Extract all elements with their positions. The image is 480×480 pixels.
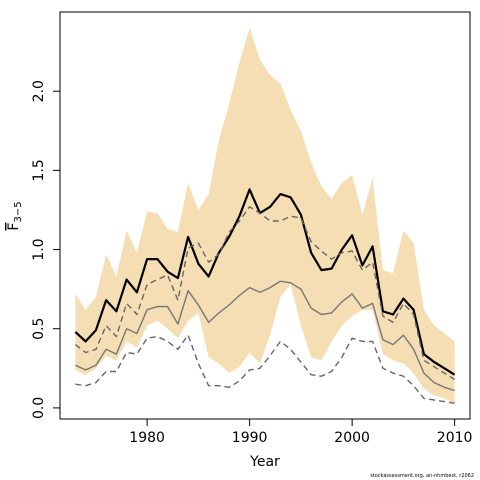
y-tick-label-0.5: 0.5 xyxy=(31,318,47,340)
y-axis-title-subscript: 3−5 xyxy=(13,201,24,222)
y-axis: 0.0 0.5 1.0 1.5 2.0 xyxy=(31,80,61,419)
y-tick-label-0: 0.0 xyxy=(31,397,47,419)
plot-area xyxy=(74,27,456,404)
y-axis-title-main: F xyxy=(6,223,22,231)
y-tick-label-1.5: 1.5 xyxy=(31,159,47,181)
y-axis-title: F3−5 xyxy=(6,201,24,230)
x-tick-label-1990: 1990 xyxy=(232,430,268,446)
series-line-1 xyxy=(74,188,456,376)
y-tick-label-1: 1.0 xyxy=(31,238,47,260)
svg-text:F3−5: F3−5 xyxy=(6,201,24,230)
confidence-band xyxy=(75,27,455,404)
y-tick-label-2: 2.0 xyxy=(31,80,47,102)
credit-text: stockassessment.org, an-nhmbest, r2062 xyxy=(370,473,474,479)
series-line-4 xyxy=(75,334,455,404)
x-axis-title: Year xyxy=(249,454,280,470)
x-axis: 1980 1990 2000 2010 xyxy=(129,418,473,446)
x-tick-label-2000: 2000 xyxy=(334,430,370,446)
series-line-3 xyxy=(75,280,455,392)
series-line-2 xyxy=(74,206,455,380)
x-tick-label-2010: 2010 xyxy=(437,430,473,446)
x-tick-label-1980: 1980 xyxy=(129,430,165,446)
